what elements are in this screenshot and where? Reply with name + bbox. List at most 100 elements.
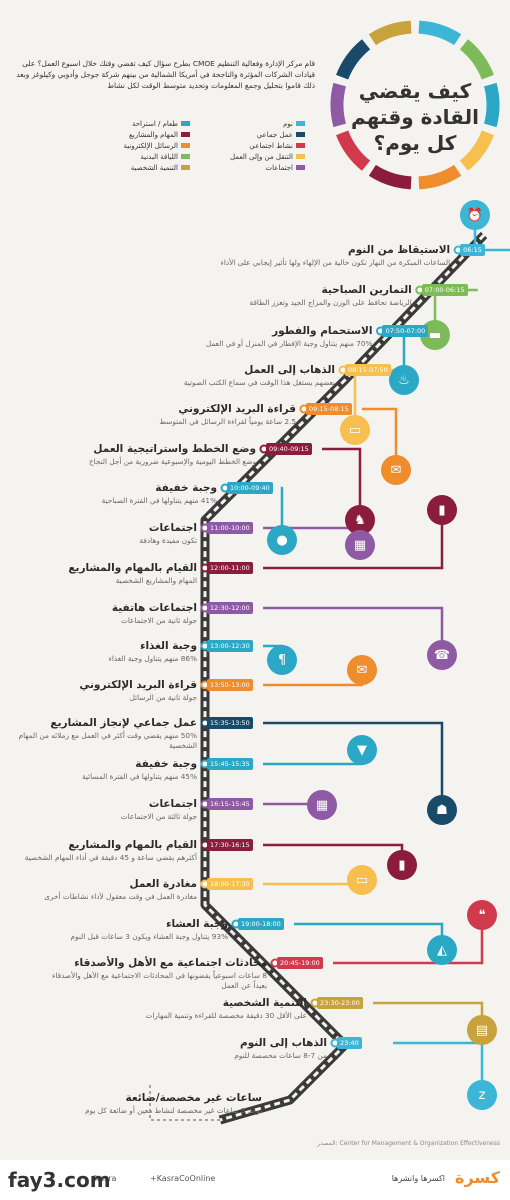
event-description: 8 ساعات اسبوعياً يقضونها في المحادثات ال… bbox=[51, 971, 267, 990]
time-badge: 17:30-16:15 bbox=[207, 839, 253, 851]
chat-icon: ❝ bbox=[467, 900, 497, 930]
event-title: قراءة البريد الإلكتروني bbox=[79, 679, 197, 691]
legend-label: التنقل من وإلى العمل bbox=[230, 152, 293, 161]
event-description: جولة ثانية من الاجتماعات bbox=[120, 616, 197, 625]
legend-item: اللياقة البدنية bbox=[75, 151, 190, 162]
event-description: جولة ثانية من الرسائل bbox=[129, 693, 197, 702]
event-description: 2.5 ساعة يومياً لقراءة الرسائل في المتوس… bbox=[159, 417, 296, 426]
apple-icon: ● bbox=[267, 525, 297, 555]
legend-item: الرسائل الإلكترونية bbox=[75, 140, 190, 151]
time-badge: 13:00-12:30 bbox=[207, 640, 253, 652]
donut-segment bbox=[459, 130, 494, 171]
event-description: أكثرهم يقضي ساعة و 45 دقيقة في أداء المه… bbox=[24, 853, 197, 862]
legend-swatch bbox=[181, 165, 190, 170]
mail-icon: ✉ bbox=[381, 455, 411, 485]
event-title: اجتماعات bbox=[148, 798, 197, 810]
legend-label: نوم bbox=[283, 119, 293, 128]
donut-segment bbox=[459, 39, 494, 80]
event-title: القيام بالمهام والمشاريع bbox=[68, 839, 197, 851]
phone-icon: ☎ bbox=[427, 640, 457, 670]
event-description: بعضهم يستغل هذا الوقت في سماع الكتب الصو… bbox=[183, 378, 335, 387]
event-title: وضع الخطط واستراتيجية العمل bbox=[93, 443, 256, 455]
connector-line bbox=[322, 447, 362, 520]
car-icon: ▭ bbox=[347, 865, 377, 895]
presentation-icon: ▦ bbox=[345, 530, 375, 560]
track-ties bbox=[203, 233, 486, 1122]
time-badge: 09:40-09:15 bbox=[266, 443, 312, 455]
donut-segment bbox=[418, 20, 462, 46]
donut-segment bbox=[418, 164, 462, 190]
title-donut bbox=[330, 20, 500, 190]
bar-chart-icon: ▮ bbox=[427, 495, 457, 525]
time-badge: 23:30-23:00 bbox=[317, 997, 363, 1009]
legend-item: المهام والمشاريع bbox=[75, 129, 190, 140]
event-title: الاستيقاظ من النوم bbox=[348, 244, 451, 256]
connector-line bbox=[294, 922, 444, 950]
event-title: ساعات غير مخصصة/ضائعة bbox=[125, 1092, 262, 1104]
event-title: وجبة الغذاء bbox=[140, 640, 197, 652]
connector-line bbox=[280, 486, 284, 540]
connector-line bbox=[263, 843, 404, 865]
legend-swatch bbox=[181, 132, 190, 137]
time-badge: 10:00-09:40 bbox=[227, 482, 273, 494]
event-title: الاستحمام والفطور bbox=[272, 325, 373, 337]
event-description: 41% منهم يتناولها في الفترة الصباحية bbox=[101, 496, 217, 505]
legend-swatch bbox=[181, 143, 190, 148]
event-description: تكون مفيدة وهادفة bbox=[139, 536, 197, 545]
donut-segment bbox=[336, 39, 371, 80]
time-badge: 23:40 bbox=[337, 1037, 362, 1049]
legend-swatch bbox=[296, 132, 305, 137]
legend-item: اجتماعات bbox=[195, 162, 305, 173]
pizza-icon: ◭ bbox=[427, 935, 457, 965]
time-badge: 18:00-17:30 bbox=[207, 878, 253, 890]
legend-swatch bbox=[296, 121, 305, 126]
event-title: التمارين الصباحية bbox=[321, 284, 412, 296]
time-badge: 07:00-06:15 bbox=[421, 284, 468, 296]
event-description: جولة ثالثة من الاجتماعات bbox=[120, 812, 197, 821]
event-description: 86% منهم يتناول وجبة الغذاء bbox=[108, 654, 197, 663]
event-description: 45% منهم يتناولها في الفترة المسائية bbox=[81, 772, 197, 781]
time-badge: 08:15-07:50 bbox=[345, 364, 391, 376]
social-handle[interactable]: /kasra bbox=[92, 1174, 117, 1183]
connector-line bbox=[263, 606, 444, 655]
legend-label: نشاط اجتماعي bbox=[249, 141, 293, 150]
legend-right: نوم عمل جماعي نشاط اجتماعي التنقل من وإلى ا… bbox=[195, 118, 305, 173]
legend-item: نشاط اجتماعي bbox=[195, 140, 305, 151]
event-description: 70% منهم يتناول وجبة الإفطار في المنزل أ… bbox=[205, 339, 373, 348]
event-description: توجد 3 ساعات غير مخصصة لنشاط معين أو ضائ… bbox=[85, 1106, 262, 1115]
time-badge: 07:50-07:00 bbox=[382, 325, 429, 337]
event-description: الرياضة تحافظ على الوزن والمزاج الجيد وت… bbox=[249, 298, 412, 307]
event-description: الساعات المبكرة من النهار تكون خالية من … bbox=[220, 258, 451, 267]
cutlery-icon: ¶ bbox=[267, 645, 297, 675]
time-badge: 09:15-08:15 bbox=[306, 403, 352, 415]
intro-text: قام مركز الإدارة وفعالية التنظيم CMOE بط… bbox=[16, 59, 315, 90]
event-title: اجتماعات هاتفية bbox=[111, 602, 197, 614]
sleep-icon: z bbox=[467, 1080, 497, 1110]
alarm-clock-icon: ⏰ bbox=[460, 200, 490, 230]
gplus-handle[interactable]: +KasraCoOnline bbox=[150, 1174, 216, 1183]
event-description: من 7-8 ساعات مخصصة للنوم bbox=[234, 1051, 327, 1060]
event-description: مغادرة العمل في وقت معقول لأداء نشاطات أ… bbox=[44, 892, 197, 901]
legend-swatch bbox=[181, 154, 190, 159]
connector-line bbox=[263, 721, 444, 810]
time-badge: 12:00-11:00 bbox=[207, 562, 253, 574]
bar-chart-icon: ▮ bbox=[387, 850, 417, 880]
time-badge: 15:35-13:50 bbox=[207, 717, 253, 729]
legend-swatch bbox=[181, 121, 190, 126]
brand-logo: كسرة bbox=[455, 1168, 500, 1187]
brand-tagline: اكسرها وانشرها bbox=[391, 1174, 445, 1183]
event-title: وجبة العشاء bbox=[166, 918, 228, 930]
ice-cream-icon: ▼ bbox=[347, 735, 377, 765]
time-badge: 16:15-15:45 bbox=[207, 798, 253, 810]
event-description: على الأقل 30 دقيقة مخصصة للقراءة وتنمية … bbox=[145, 1011, 307, 1020]
legend-swatch bbox=[296, 165, 305, 170]
donut-segment bbox=[483, 82, 500, 128]
legend-label: اجتماعات bbox=[265, 163, 293, 172]
event-description: 50% منهم يقضي وقت أكثر في العمل مع زملائ… bbox=[18, 731, 197, 750]
event-title: التنمية الشخصية bbox=[222, 997, 307, 1009]
event-title: وجبة خفيفة bbox=[135, 758, 197, 770]
event-title: وجبة خفيفة bbox=[155, 482, 217, 494]
car-icon: ▭ bbox=[340, 415, 370, 445]
legend-left: طعام / استراحة المهام والمشاريع الرسائل ال… bbox=[75, 118, 190, 173]
event-description: وضع الخطط اليومية والإسبوعية ضرورية من أ… bbox=[88, 457, 256, 466]
